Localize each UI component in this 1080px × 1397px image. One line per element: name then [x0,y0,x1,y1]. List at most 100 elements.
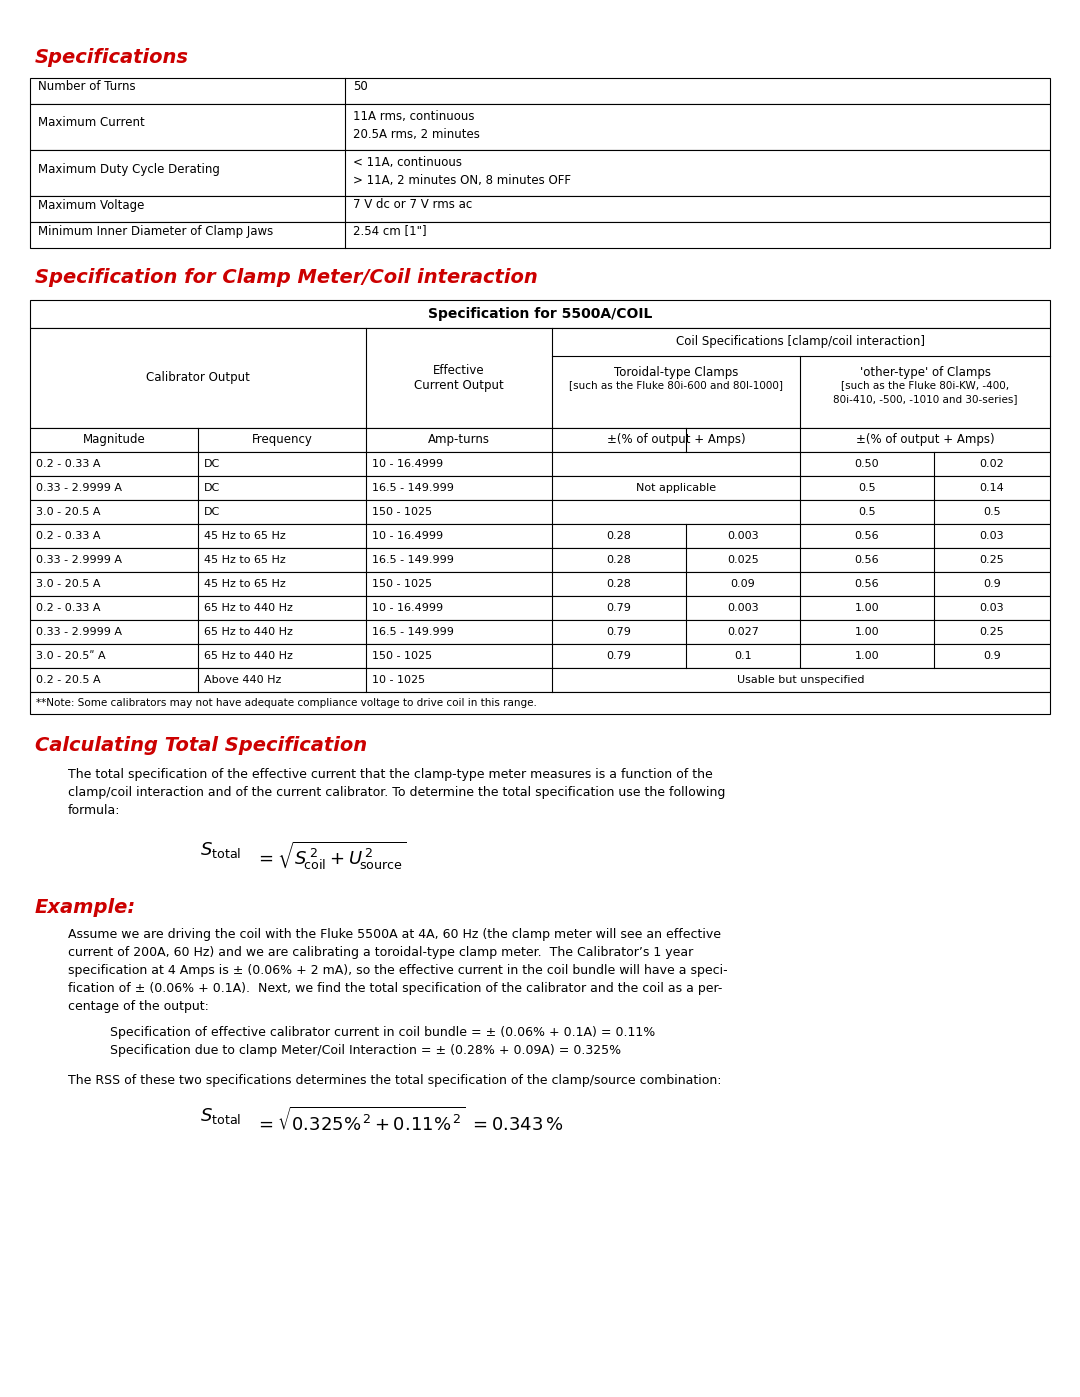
Text: 0.33 - 2.9999 A: 0.33 - 2.9999 A [36,627,122,637]
Text: DC: DC [204,460,220,469]
Text: current of 200A, 60 Hz) and we are calibrating a toroidal-type clamp meter.  The: current of 200A, 60 Hz) and we are calib… [68,946,693,958]
Text: Maximum Voltage: Maximum Voltage [38,198,145,211]
Text: 0.33 - 2.9999 A: 0.33 - 2.9999 A [36,483,122,493]
Text: Current Output: Current Output [414,380,504,393]
Text: DC: DC [204,483,220,493]
Text: 0.79: 0.79 [607,627,632,637]
Bar [30,597,1050,620]
Text: 0.027: 0.027 [727,627,759,637]
Text: formula:: formula: [68,805,121,817]
Text: Amp-turns: Amp-turns [428,433,490,447]
Text: Specifications: Specifications [35,47,189,67]
Text: Assume we are driving the coil with the Fluke 5500A at 4A, 60 Hz (the clamp mete: Assume we are driving the coil with the … [68,928,721,942]
Text: 65 Hz to 440 Hz: 65 Hz to 440 Hz [204,604,293,613]
Bar [30,328,1050,427]
Bar [30,78,1050,103]
Text: 150 - 1025: 150 - 1025 [372,507,432,517]
Bar [30,500,1050,524]
Text: 0.79: 0.79 [607,651,632,661]
Bar [30,103,1050,149]
Bar [30,692,1050,714]
Text: The total specification of the effective current that the clamp-type meter measu: The total specification of the effective… [68,768,713,781]
Text: DC: DC [204,507,220,517]
Text: $= \sqrt{\mathit{S}^{\,2}_{\!\mathrm{coil}} + \mathit{U}^{\,2}_{\!\mathrm{source: $= \sqrt{\mathit{S}^{\,2}_{\!\mathrm{coi… [255,840,406,873]
Text: centage of the output:: centage of the output: [68,1000,208,1013]
Text: $\mathit{S}_{\mathrm{total}}$: $\mathit{S}_{\mathrm{total}}$ [200,1106,241,1126]
Text: 3.0 - 20.5 A: 3.0 - 20.5 A [36,578,100,590]
Text: Number of Turns: Number of Turns [38,81,136,94]
Text: 0.14: 0.14 [980,483,1004,493]
Text: 45 Hz to 65 Hz: 45 Hz to 65 Hz [204,555,286,564]
Bar [30,196,1050,222]
Text: > 11A, 2 minutes ON, 8 minutes OFF: > 11A, 2 minutes ON, 8 minutes OFF [353,175,571,187]
Text: The RSS of these two specifications determines the total specification of the cl: The RSS of these two specifications dete… [68,1074,721,1087]
Bar [30,571,1050,597]
Text: clamp/coil interaction and of the current calibrator. To determine the total spe: clamp/coil interaction and of the curren… [68,787,726,799]
Text: 0.003: 0.003 [727,604,759,613]
Text: 2.54 cm [1"]: 2.54 cm [1"] [353,225,427,237]
Bar [30,668,1050,692]
Text: fication of ± (0.06% + 0.1A).  Next, we find the total specification of the cali: fication of ± (0.06% + 0.1A). Next, we f… [68,982,723,995]
Text: 'other-type' of Clamps: 'other-type' of Clamps [860,366,990,379]
Text: 0.79: 0.79 [607,604,632,613]
Text: 0.33 - 2.9999 A: 0.33 - 2.9999 A [36,555,122,564]
Bar [30,222,1050,249]
Text: $= \sqrt{0.325\%^{\,2} + 0.11\%^{\,2}}\ = 0.343\,\%$: $= \sqrt{0.325\%^{\,2} + 0.11\%^{\,2}}\ … [255,1106,564,1134]
Bar [30,524,1050,548]
Text: Magnitude: Magnitude [83,433,146,447]
Text: 16.5 - 149.999: 16.5 - 149.999 [372,483,454,493]
Text: Usable but unspecified: Usable but unspecified [738,675,865,685]
Text: 10 - 1025: 10 - 1025 [372,675,426,685]
Text: Specification for 5500A/COIL: Specification for 5500A/COIL [428,307,652,321]
Text: 1.00: 1.00 [854,627,879,637]
Bar [30,453,1050,476]
Text: 0.28: 0.28 [607,531,632,541]
Text: Maximum Duty Cycle Derating: Maximum Duty Cycle Derating [38,162,220,176]
Text: 7 V dc or 7 V rms ac: 7 V dc or 7 V rms ac [353,198,472,211]
Text: Specification due to clamp Meter/Coil Interaction = ± (0.28% + 0.09A) = 0.325%: Specification due to clamp Meter/Coil In… [110,1044,621,1058]
Text: 0.56: 0.56 [854,531,879,541]
Text: 0.5: 0.5 [983,507,1001,517]
Text: 80i-410, -500, -1010 and 30-series]: 80i-410, -500, -1010 and 30-series] [833,394,1017,404]
Text: 10 - 16.4999: 10 - 16.4999 [372,604,443,613]
Text: 0.56: 0.56 [854,555,879,564]
Text: Example:: Example: [35,898,136,916]
Text: 1.00: 1.00 [854,651,879,661]
Text: 150 - 1025: 150 - 1025 [372,651,432,661]
Text: 0.025: 0.025 [727,555,759,564]
Text: 0.9: 0.9 [983,651,1001,661]
Text: ±(% of output + Amps): ±(% of output + Amps) [607,433,745,447]
Text: 0.2 - 0.33 A: 0.2 - 0.33 A [36,604,100,613]
Text: Coil Specifications [clamp/coil interaction]: Coil Specifications [clamp/coil interact… [676,335,926,348]
Text: 16.5 - 149.999: 16.5 - 149.999 [372,555,454,564]
Text: 3.0 - 20.5 A: 3.0 - 20.5 A [36,507,100,517]
Text: Calibrator Output: Calibrator Output [146,372,249,384]
Text: 0.003: 0.003 [727,531,759,541]
Text: Effective: Effective [433,363,485,377]
Bar [30,476,1050,500]
Text: ±(% of output + Amps): ±(% of output + Amps) [855,433,995,447]
Text: 0.5: 0.5 [859,483,876,493]
Bar [30,427,1050,453]
Text: 1.00: 1.00 [854,604,879,613]
Text: 65 Hz to 440 Hz: 65 Hz to 440 Hz [204,627,293,637]
Text: 0.2 - 0.33 A: 0.2 - 0.33 A [36,531,100,541]
Text: 0.5: 0.5 [859,507,876,517]
Text: Toroidal-type Clamps: Toroidal-type Clamps [613,366,739,379]
Text: 0.2 - 20.5 A: 0.2 - 20.5 A [36,675,100,685]
Text: 0.09: 0.09 [731,578,755,590]
Text: 150 - 1025: 150 - 1025 [372,578,432,590]
Text: 50: 50 [353,81,368,94]
Bar [30,548,1050,571]
Text: 0.25: 0.25 [980,627,1004,637]
Text: 0.1: 0.1 [734,651,752,661]
Text: 0.28: 0.28 [607,578,632,590]
Text: Specification for Clamp Meter/Coil interaction: Specification for Clamp Meter/Coil inter… [35,268,538,286]
Bar [30,644,1050,668]
Text: [such as the Fluke 80i-600 and 80I-1000]: [such as the Fluke 80i-600 and 80I-1000] [569,380,783,390]
Text: $\mathit{S}_{\mathrm{total}}$: $\mathit{S}_{\mathrm{total}}$ [200,840,241,861]
Bar [30,620,1050,644]
Text: 10 - 16.4999: 10 - 16.4999 [372,531,443,541]
Text: 11A rms, continuous: 11A rms, continuous [353,110,474,123]
Text: 65 Hz to 440 Hz: 65 Hz to 440 Hz [204,651,293,661]
